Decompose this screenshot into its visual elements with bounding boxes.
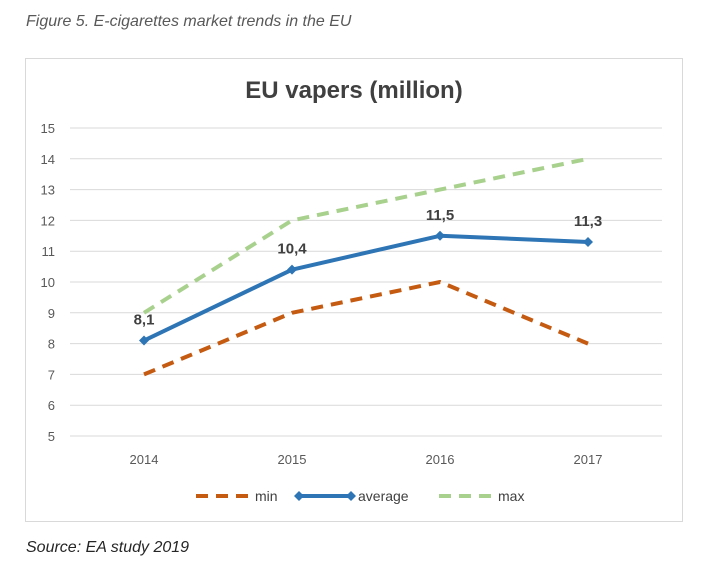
y-axis-ticks: 5 6 7 8 9 10 11 12 13 14 15 [41, 121, 55, 444]
chart-series [139, 156, 593, 377]
x-axis-ticks: 2014 2015 2016 2017 [130, 452, 603, 467]
y-tick-label: 15 [41, 121, 55, 136]
y-tick-label: 10 [41, 275, 55, 290]
data-point-average [287, 264, 297, 275]
x-tick-label: 2014 [130, 452, 159, 467]
chart-title: EU vapers (million) [245, 77, 462, 104]
data-labels: 8,1 10,4 11,5 11,3 [134, 207, 603, 329]
data-label: 8,1 [134, 312, 155, 329]
data-point-average [435, 230, 445, 241]
series-line-average [143, 233, 589, 343]
x-tick-label: 2015 [278, 452, 307, 467]
y-tick-label: 12 [41, 213, 55, 228]
y-tick-label: 9 [48, 306, 55, 321]
x-tick-label: 2017 [574, 452, 603, 467]
series-line-min [143, 280, 589, 377]
legend-label-min: min [255, 488, 278, 504]
y-tick-label: 6 [48, 398, 55, 413]
chart-gridlines [70, 127, 662, 437]
y-tick-label: 14 [41, 152, 55, 167]
y-tick-label: 13 [41, 183, 55, 198]
y-tick-label: 8 [48, 337, 55, 352]
legend-label-max: max [498, 488, 524, 504]
chart-frame [25, 58, 683, 522]
figure-caption: Figure 5. E-cigarettes market trends in … [26, 13, 352, 30]
data-label: 11,5 [426, 207, 454, 224]
figure-source: Source: EA study 2019 [26, 539, 190, 556]
y-tick-label: 7 [48, 367, 55, 382]
data-point-average [139, 335, 149, 346]
data-label: 10,4 [277, 241, 307, 258]
y-tick-label: 11 [42, 244, 56, 259]
series-line-max [142, 156, 589, 315]
chart-legend: min average max [196, 488, 524, 504]
data-label: 11,3 [574, 213, 602, 230]
legend-marker-average [346, 491, 356, 501]
legend-marker-average [294, 491, 304, 501]
x-tick-label: 2016 [426, 452, 455, 467]
y-tick-label: 5 [48, 429, 55, 444]
data-point-average [583, 236, 593, 247]
legend-label-average: average [358, 488, 409, 504]
